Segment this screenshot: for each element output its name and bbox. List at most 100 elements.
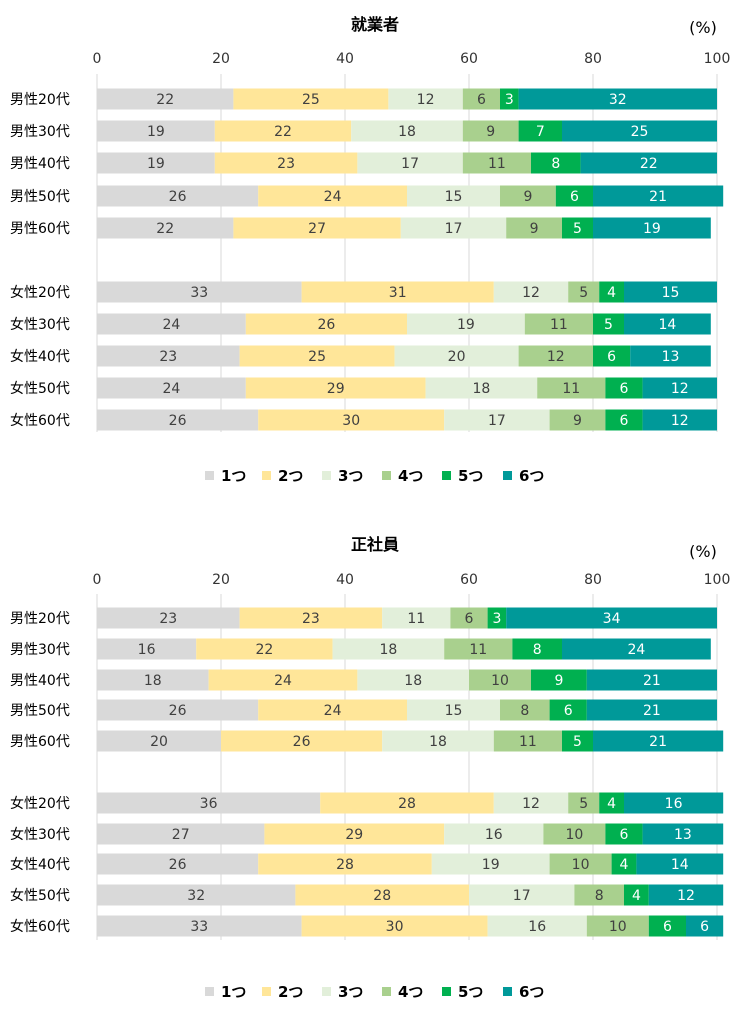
- bar-segment: [549, 853, 612, 875]
- chart-1: 就業者 (%) 0 20 40 60 80 100 男性20代 22 25 12 6 3 32 男性30代 19…: [10, 15, 730, 485]
- bar-segment: [562, 638, 711, 660]
- data-label: 9: [523, 189, 532, 205]
- bar-segment: [233, 88, 389, 110]
- legend-swatch: [442, 987, 451, 996]
- data-label: 9: [554, 673, 563, 689]
- bar-segment: [586, 699, 717, 721]
- category-label: 女性60代: [10, 918, 70, 935]
- bar-segment: [586, 915, 649, 937]
- bar-segment: [549, 409, 606, 431]
- bar-segment: [97, 345, 240, 367]
- data-label: 4: [607, 796, 616, 812]
- data-label: 25: [302, 92, 320, 108]
- data-label: 34: [603, 611, 621, 627]
- data-label: 13: [674, 827, 692, 843]
- data-label: 10: [572, 857, 590, 873]
- legend-label: 6つ: [519, 467, 544, 485]
- data-label: 12: [671, 381, 689, 397]
- category-label: 女性30代: [10, 826, 70, 843]
- data-label: 28: [398, 796, 416, 812]
- bar-segment: [407, 185, 500, 207]
- data-label: 12: [677, 888, 695, 904]
- bar-segment: [239, 607, 383, 629]
- bar-segment: [245, 377, 426, 399]
- data-label: 3: [492, 611, 501, 627]
- data-label: 16: [485, 827, 503, 843]
- bar-segment: [605, 409, 643, 431]
- x-tick-label: 40: [336, 572, 354, 588]
- data-label: 22: [274, 124, 292, 140]
- unit-label: (%): [689, 542, 717, 561]
- bar-segment: [320, 792, 494, 814]
- data-label: 9: [486, 124, 495, 140]
- data-label: 5: [604, 317, 613, 333]
- x-tick-label: 0: [93, 51, 102, 67]
- data-label: 26: [293, 734, 311, 750]
- bar-segment: [469, 669, 531, 691]
- bar-segment: [258, 409, 445, 431]
- data-label: 27: [172, 827, 190, 843]
- bar-segment: [239, 345, 395, 367]
- category-label: 女性20代: [10, 795, 70, 812]
- bar-segment: [258, 699, 407, 721]
- bar-segment: [462, 88, 500, 110]
- legend-swatch: [262, 471, 271, 480]
- data-label: 23: [302, 611, 320, 627]
- data-label: 12: [522, 285, 540, 301]
- data-label: 13: [662, 349, 680, 365]
- data-label: 26: [169, 703, 187, 719]
- legend-swatch: [322, 471, 331, 480]
- data-label: 23: [159, 349, 177, 365]
- data-label: 24: [162, 381, 180, 397]
- bar-segment: [543, 823, 606, 845]
- data-label: 6: [620, 413, 629, 429]
- bar-segment: [332, 638, 445, 660]
- unit-label: (%): [689, 18, 717, 37]
- data-label: 32: [187, 888, 205, 904]
- bar-segment: [221, 730, 383, 752]
- bar-segment: [487, 915, 587, 937]
- data-label: 12: [547, 349, 565, 365]
- x-tick-label: 20: [212, 51, 230, 67]
- bar-segment: [97, 281, 302, 303]
- bar-segment: [487, 607, 507, 629]
- bar-segment: [295, 884, 469, 906]
- bar-segment: [586, 669, 717, 691]
- data-label: 23: [159, 611, 177, 627]
- data-label: 8: [551, 156, 560, 172]
- bar-segment: [574, 884, 624, 906]
- legend-swatch: [503, 471, 512, 480]
- bar-segment: [382, 607, 451, 629]
- data-label: 29: [327, 381, 345, 397]
- data-label: 18: [429, 734, 447, 750]
- legend-label: 4つ: [398, 983, 423, 1001]
- data-label: 5: [579, 796, 588, 812]
- bar-segment: [642, 377, 717, 399]
- data-label: 18: [379, 642, 397, 658]
- bar-segment: [357, 669, 469, 691]
- data-label: 5: [573, 221, 582, 237]
- bar-segment: [599, 281, 624, 303]
- legend-swatch: [205, 471, 214, 480]
- x-tick-label: 60: [460, 572, 478, 588]
- data-label: 26: [317, 317, 335, 333]
- legend-swatch: [262, 987, 271, 996]
- bar-segment: [97, 823, 265, 845]
- bar-segment: [233, 217, 401, 239]
- data-label: 8: [533, 642, 542, 658]
- data-label: 15: [445, 703, 463, 719]
- bar-segment: [97, 638, 197, 660]
- data-label: 22: [640, 156, 658, 172]
- data-label: 4: [607, 285, 616, 301]
- bar-segment: [97, 120, 215, 142]
- data-label: 19: [482, 857, 500, 873]
- legend-label: 4つ: [398, 467, 423, 485]
- bar-segment: [593, 217, 711, 239]
- data-label: 21: [649, 734, 667, 750]
- data-label: 12: [522, 796, 540, 812]
- bar-segment: [518, 345, 593, 367]
- bar-segment: [512, 638, 562, 660]
- bar-segment: [568, 792, 600, 814]
